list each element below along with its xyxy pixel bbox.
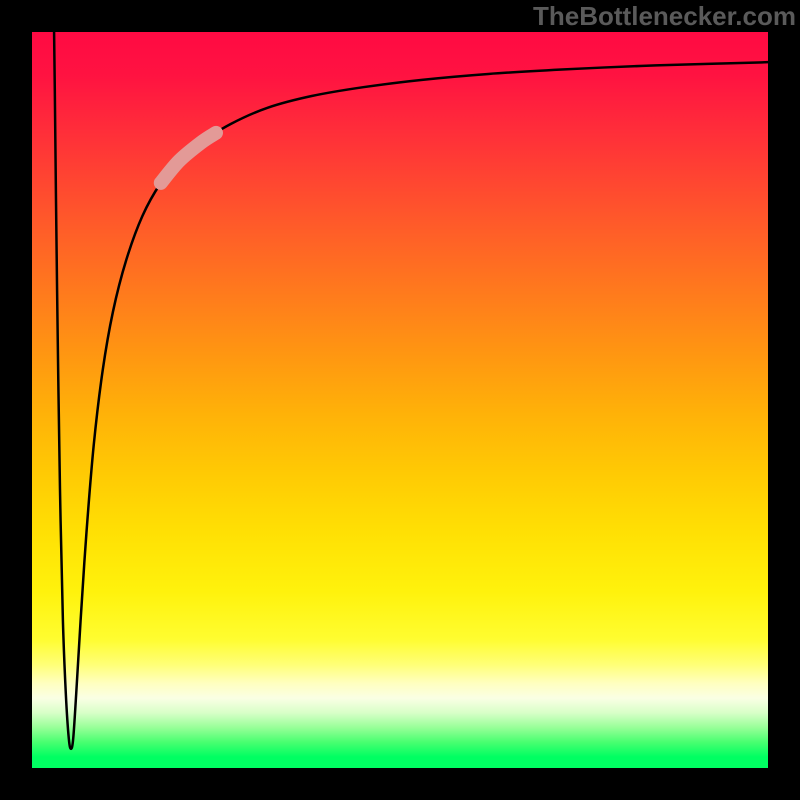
chart-container: TheBottlenecker.com xyxy=(0,0,800,800)
plot-area xyxy=(32,32,768,768)
chart-svg xyxy=(32,32,768,768)
watermark-label: TheBottlenecker.com xyxy=(533,1,796,32)
chart-background xyxy=(32,32,768,768)
